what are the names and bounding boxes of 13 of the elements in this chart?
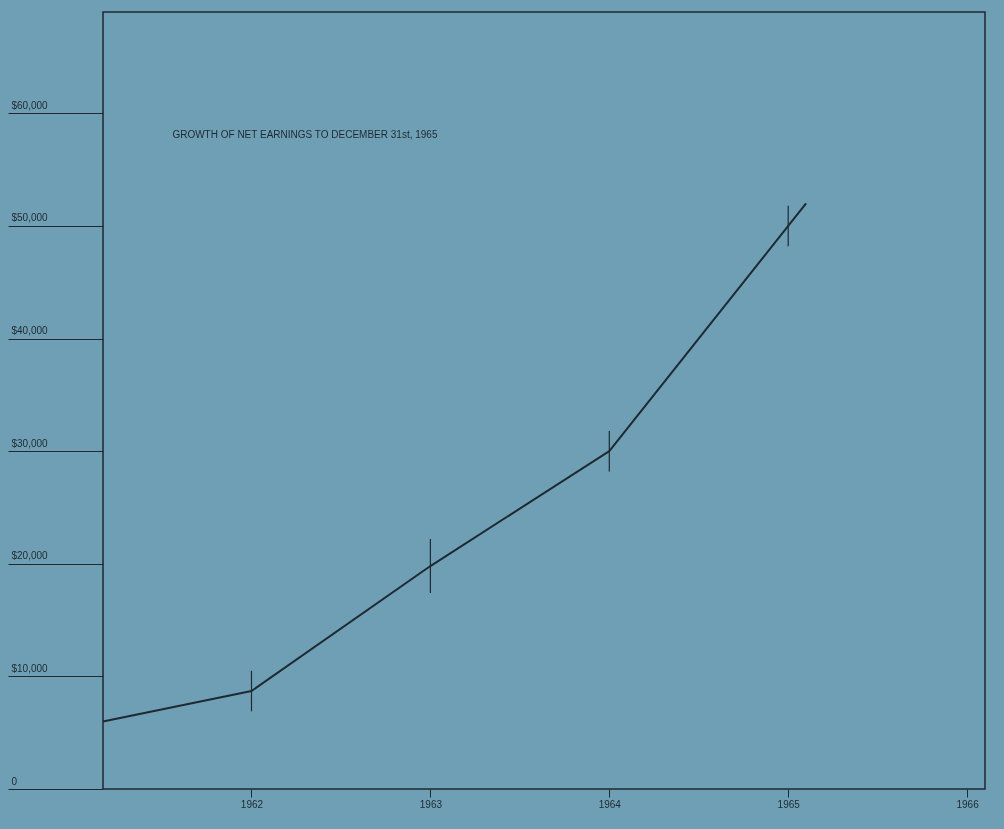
y-tick-label: $10,000 — [11, 662, 49, 674]
x-tick-label: 1963 — [419, 798, 443, 810]
x-tick-label: 1962 — [240, 798, 264, 810]
x-tick-label: 1965 — [777, 798, 801, 810]
text: GROWTH OF NET EARNINGS TO DECEMBER 31st, 1965 — [172, 129, 438, 140]
y-tick-label: $30,000 — [11, 437, 49, 449]
x-tick-label: 1964 — [598, 798, 622, 810]
y-tick-label: $40,000 — [11, 325, 49, 337]
y-tick-label: 0 — [11, 775, 18, 787]
y-tick-label: $20,000 — [11, 550, 49, 562]
y-tick-label: $50,000 — [11, 212, 49, 224]
x-tick-label: 1966 — [956, 798, 980, 810]
y-tick-label: $60,000 — [11, 99, 49, 111]
